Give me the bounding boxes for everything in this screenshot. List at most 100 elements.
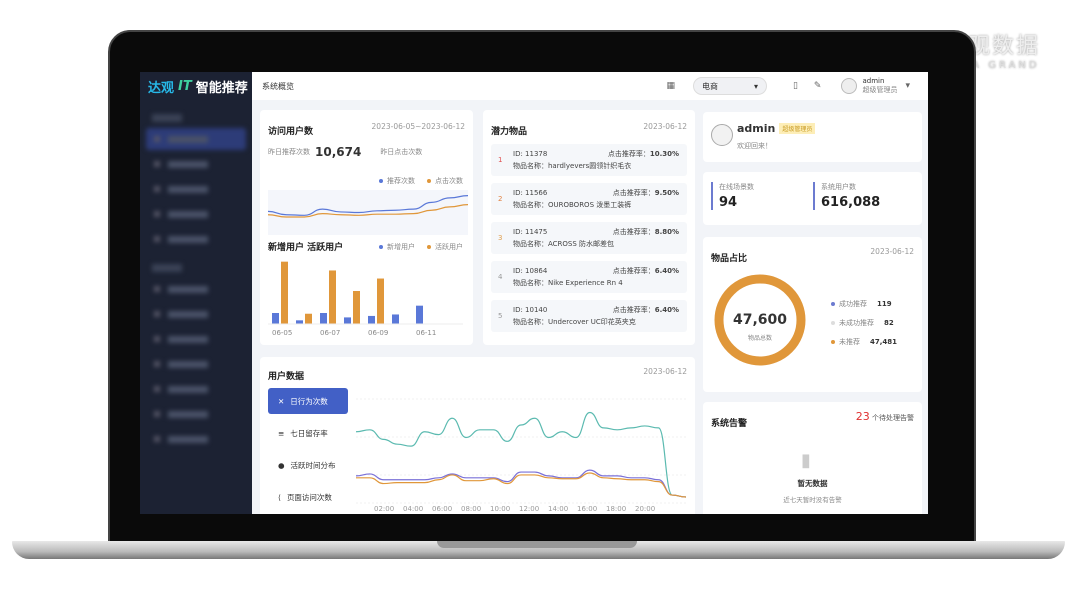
- grid-icon[interactable]: ▦: [666, 81, 675, 91]
- tab-icon: ✕: [278, 396, 285, 406]
- header: 系统概览 ▦ 电商 ▾ ▯ ✎ admin 超级管理员 ▾: [252, 72, 928, 100]
- x-tick-label: 18:00: [606, 505, 626, 513]
- x-tick-label: 06:00: [432, 505, 452, 513]
- x-tick-label: 04:00: [403, 505, 423, 513]
- profile-card: admin 超级管理员 欢迎回来！: [703, 112, 922, 162]
- scene-select[interactable]: 电商 ▾: [692, 77, 767, 95]
- sidebar-item[interactable]: [146, 128, 246, 150]
- role-badge: 超级管理员: [779, 123, 816, 134]
- stat-system-users: 系统用户数 616,088: [813, 182, 880, 210]
- tab-user-data[interactable]: ✕ 日行为次数: [268, 388, 348, 414]
- visits-legend: 推荐次数 点击次数: [379, 176, 463, 186]
- laptop-base: [12, 541, 1065, 559]
- rank: 3: [498, 234, 503, 242]
- alerts-card: 系统告警 23 个待处理告警 ▮ 暂无数据 近七天暂时没有告警: [703, 402, 922, 514]
- sidebar-item[interactable]: [146, 153, 246, 175]
- x-tick-label: 12:00: [519, 505, 539, 513]
- visits-line-chart: [268, 190, 468, 235]
- plot-bg: [268, 190, 468, 235]
- sidebar-item[interactable]: [146, 403, 246, 425]
- bar: [368, 315, 375, 324]
- items-donut-chart: [714, 274, 806, 366]
- pen-icon[interactable]: ✎: [813, 81, 822, 91]
- sidebar-item[interactable]: [146, 353, 246, 375]
- series-line: [268, 195, 468, 216]
- bar: [305, 313, 312, 324]
- x-tick-label: 16:00: [577, 505, 597, 513]
- x-tick-label: 06-09: [368, 329, 388, 337]
- potential-items-card: 潜力物品 2023-06-12 1 ID: 11378 点击推荐率：10.30% 物品…: [483, 110, 695, 345]
- bar: [392, 314, 399, 324]
- bar: [353, 291, 360, 324]
- user-data-card: 用户数据 2023-06-12 ✕ 日行为次数 ≡ 七日留存率 ● 活跃时间分布 ⟨ 页面访问…: [260, 357, 695, 514]
- newusers-legend: 新增用户 活跃用户: [379, 242, 463, 252]
- potential-item[interactable]: 5 ID: 10140 点击推荐率：6.40% 物品名称：Undercover UC印…: [491, 300, 687, 332]
- stat-online-scenes: 在线场景数 94: [711, 182, 754, 210]
- document-icon[interactable]: ▯: [792, 81, 798, 91]
- avatar: [711, 124, 733, 146]
- x-tick-label: 14:00: [548, 505, 568, 513]
- bar: [272, 313, 279, 324]
- rank: 2: [498, 195, 503, 203]
- rank: 4: [498, 273, 503, 281]
- series-line: [268, 204, 468, 218]
- potential-items-list: 1 ID: 11378 点击推荐率：10.30% 物品名称：hardlyevers圆领…: [491, 144, 687, 332]
- x-tick-label: 10:00: [490, 505, 510, 513]
- sidebar-item[interactable]: [146, 303, 246, 325]
- bar: [344, 317, 351, 324]
- potential-item[interactable]: 2 ID: 11566 点击推荐率：9.50% 物品名称：OUROBOROS 泼墨工装…: [491, 183, 687, 215]
- x-tick-label: 02:00: [374, 505, 394, 513]
- series-line: [356, 469, 687, 498]
- screen: 达观 IT 智能推荐 系统概览 ▦ 电商 ▾ ▯ ✎ admin 超级管理员 ▾ 访问用…: [140, 72, 928, 514]
- tab-icon: ≡: [278, 428, 285, 438]
- sidebar-item[interactable]: [146, 203, 246, 225]
- user-data-tabs: ✕ 日行为次数 ≡ 七日留存率 ● 活跃时间分布 ⟨ 页面访问次数: [268, 388, 687, 510]
- tab-icon: ⟨: [278, 492, 281, 502]
- sidebar-item[interactable]: [146, 178, 246, 200]
- potential-item[interactable]: 1 ID: 11378 点击推荐率：10.30% 物品名称：hardlyevers圆领…: [491, 144, 687, 176]
- sidebar-group: [152, 264, 182, 272]
- bar: [281, 261, 288, 324]
- items-ratio-legend: 成功推荐 119 未成功推荐 82 未推荐 47,481: [831, 299, 897, 347]
- x-tick-label: 20:00: [635, 505, 655, 513]
- rank: 5: [498, 312, 503, 320]
- potential-item[interactable]: 3 ID: 11475 点击推荐率：8.80% 物品名称：ACROSS 防水邮差包: [491, 222, 687, 254]
- avatar[interactable]: [841, 78, 858, 94]
- bar: [320, 313, 327, 324]
- donut-ring: [714, 274, 806, 366]
- sidebar-item[interactable]: [146, 428, 246, 450]
- brand-logo: 达观 IT 智能推荐: [148, 78, 248, 96]
- sidebar-item[interactable]: [146, 278, 246, 300]
- user-menu[interactable]: admin 超级管理员: [862, 77, 898, 94]
- laptop-notch: [437, 541, 637, 548]
- newusers-bar-chart: 06-05 06-07 06-09 06-11: [268, 261, 463, 337]
- tab-icon: ●: [278, 460, 285, 470]
- user-data-line-chart: 02:00 04:00 06:00 08:00 10:00 12:00 14:00 16:00…: [356, 398, 687, 513]
- alert-count: 23: [855, 410, 870, 423]
- stats-card: 在线场景数 94 系统用户数 616,088: [703, 172, 922, 225]
- x-tick-label: 06-07: [320, 329, 340, 337]
- sidebar-item[interactable]: [146, 328, 246, 350]
- sidebar-group: [152, 114, 182, 122]
- sidebar: 达观 IT 智能推荐: [140, 72, 252, 514]
- bar: [416, 305, 423, 324]
- rank: 1: [498, 156, 503, 164]
- sidebar-item[interactable]: [146, 228, 246, 250]
- bar: [296, 320, 303, 324]
- tab-user-data[interactable]: ≡ 七日留存率: [278, 428, 328, 438]
- series-line: [356, 472, 687, 498]
- sidebar-item[interactable]: [146, 378, 246, 400]
- caret-down-icon[interactable]: ▾: [905, 81, 910, 91]
- visits-card: 访问用户数 2023-06-05~2023-06-12 昨日推荐次数 10,67…: [260, 110, 473, 345]
- x-tick-label: 06-11: [416, 329, 436, 337]
- breadcrumb: 系统概览: [262, 81, 294, 91]
- series-line: [356, 411, 687, 498]
- tab-user-data[interactable]: ⟨ 页面访问次数: [278, 492, 332, 502]
- empty-chart-icon: ▮: [801, 450, 811, 471]
- potential-item[interactable]: 4 ID: 10864 点击推荐率：6.40% 物品名称：Nike Experienc…: [491, 261, 687, 293]
- bar: [377, 278, 384, 324]
- bar: [329, 270, 336, 324]
- tab-user-data[interactable]: ● 活跃时间分布: [278, 460, 336, 470]
- sidebar-menu: [140, 114, 252, 450]
- caret-down-icon: ▾: [753, 81, 758, 91]
